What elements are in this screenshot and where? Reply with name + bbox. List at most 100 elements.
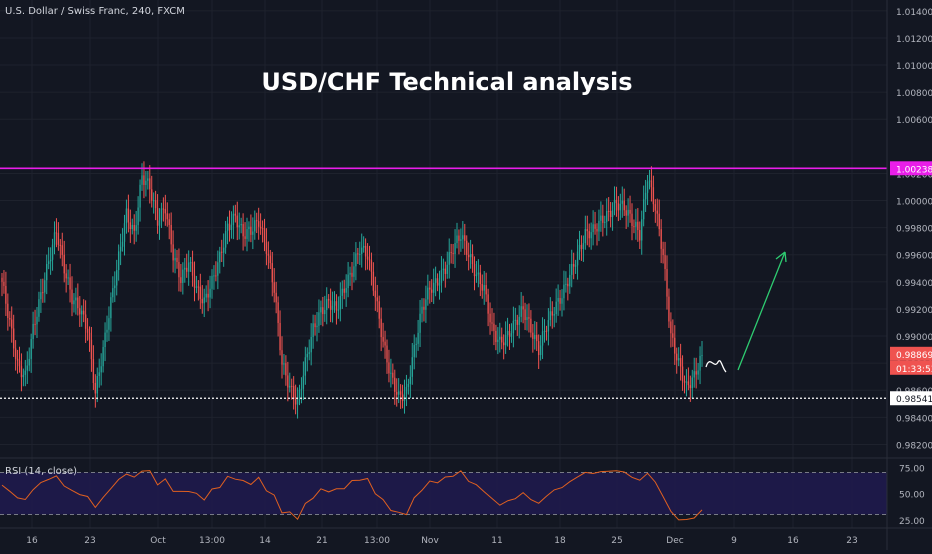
time-tick-label: 11: [491, 536, 502, 546]
price-tick-label: 0.98400: [896, 414, 932, 424]
candle-body: [226, 223, 229, 232]
candle-body: [390, 372, 392, 374]
candle-body: [32, 323, 34, 339]
candle-body: [219, 251, 221, 263]
candle-body: [460, 239, 462, 241]
symbol-label[interactable]: U.S. Dollar / Swiss Franc, 240, FXCM: [5, 6, 185, 17]
candle-body: [467, 254, 470, 258]
candle-body: [687, 381, 690, 386]
candle-body: [55, 232, 58, 234]
price-axis[interactable]: 1.01400 1.01200 1.01000 1.00800 1.00600 1.002…: [890, 8, 932, 452]
trend-arrow[interactable]: [737, 251, 787, 371]
candle-body: [689, 385, 692, 389]
candle-body: [104, 332, 106, 348]
annotation-title[interactable]: USD/CHF Technical analysis: [261, 68, 632, 96]
candle-body: [314, 323, 316, 328]
rsi-tick-label: 25.00: [899, 517, 925, 527]
rsi-line: [1, 470, 703, 521]
candle-body: [631, 213, 633, 227]
candle-body: [252, 231, 254, 235]
rsi-tick-label: 75.00: [899, 464, 925, 474]
candle-body: [320, 307, 322, 313]
candle-body: [149, 178, 151, 190]
candle-body: [213, 275, 215, 277]
candle-body: [693, 371, 695, 378]
candle-body: [466, 240, 468, 255]
candle-body: [588, 231, 590, 239]
candle-body: [168, 219, 170, 225]
candle-body: [306, 353, 308, 358]
candle-body: [361, 247, 363, 254]
candle-body: [444, 268, 447, 274]
candle-body: [555, 301, 557, 315]
candle-body: [236, 215, 238, 228]
candle-body: [448, 252, 450, 265]
candle-body: [578, 244, 581, 252]
candle-body: [326, 298, 328, 311]
candle-body: [277, 302, 279, 323]
candle-body: [316, 325, 318, 328]
candle-body: [504, 334, 507, 346]
candle-body: [438, 282, 441, 286]
price-tick-label: 0.98200: [896, 441, 932, 451]
candle-body: [405, 386, 408, 394]
candle-body: [199, 286, 202, 299]
candle-body: [100, 366, 102, 373]
candle-body: [442, 268, 445, 271]
candle-body: [88, 332, 91, 340]
candle-body: [343, 288, 345, 293]
candle-body: [475, 274, 478, 277]
candle-body: [619, 203, 622, 211]
candle-body: [386, 345, 388, 363]
candle-body: [324, 310, 326, 315]
candle-body: [267, 253, 270, 256]
price-tick-label: 0.99600: [896, 252, 932, 262]
candle-body: [384, 341, 386, 346]
candle-body: [374, 290, 377, 298]
candle-body: [423, 306, 425, 310]
candle-body: [294, 398, 297, 405]
candle-body: [382, 337, 384, 342]
time-tick-label: 21: [316, 536, 327, 546]
candle-body: [180, 277, 182, 283]
candle-body: [586, 229, 588, 232]
candle-body: [681, 366, 684, 382]
candle-body: [12, 328, 15, 349]
candle-body: [141, 175, 143, 185]
candle-body: [417, 332, 419, 344]
candle-body: [644, 192, 647, 200]
candle-body: [143, 175, 145, 185]
time-tick-label: 14: [259, 536, 271, 546]
freehand-curve-drawing[interactable]: [705, 360, 727, 373]
candle-body: [116, 270, 118, 286]
candle-body: [158, 220, 161, 226]
candle-body: [63, 254, 65, 274]
candle-body: [413, 344, 415, 358]
main-grid: [0, 0, 887, 528]
candle-body: [569, 274, 571, 287]
candle-body: [557, 298, 559, 302]
candle-body: [114, 285, 116, 289]
candle-body: [397, 391, 400, 395]
candle-body: [676, 353, 678, 361]
candle-body: [366, 256, 369, 260]
rsi-label[interactable]: RSI (14, close): [5, 466, 77, 477]
candle-body: [652, 187, 655, 205]
candle-body: [240, 224, 242, 226]
candle-body: [674, 337, 676, 354]
candle-body: [510, 333, 513, 337]
candle-body: [685, 381, 688, 383]
candle-body: [576, 251, 579, 266]
candle-body: [514, 319, 517, 321]
candle-body: [9, 317, 11, 320]
candle-body: [559, 298, 561, 304]
time-tick-label: Oct: [150, 536, 166, 546]
candle-body: [520, 306, 522, 317]
time-tick-label: 16: [26, 536, 38, 546]
candle-body: [34, 323, 36, 325]
time-axis[interactable]: 16 23 Oct 13:00 14 21 13:00 Nov 11 18 25 Dec 9 16 23: [26, 536, 857, 546]
candle-body: [596, 228, 598, 232]
candle-body: [446, 264, 448, 274]
candle-body: [269, 255, 272, 264]
